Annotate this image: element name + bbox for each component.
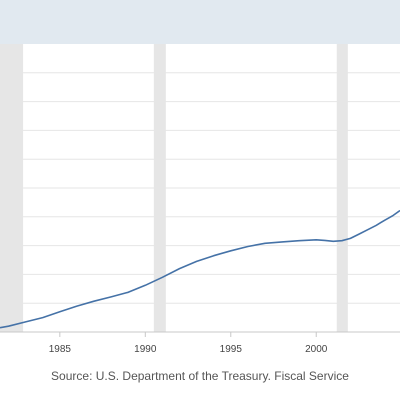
x-tick-label: 1985 bbox=[49, 344, 72, 355]
x-tick-label: 1995 bbox=[220, 344, 243, 355]
x-tick-label: 1990 bbox=[134, 344, 157, 355]
x-tick-label: 2000 bbox=[305, 344, 328, 355]
header-band bbox=[0, 0, 400, 44]
source-note: Source: U.S. Department of the Treasury.… bbox=[51, 369, 349, 383]
series-line bbox=[0, 209, 400, 329]
